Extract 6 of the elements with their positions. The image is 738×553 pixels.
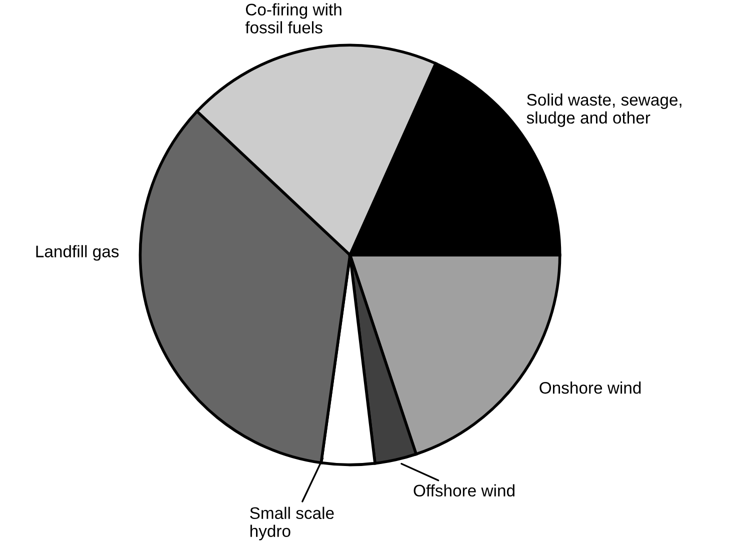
slice-label: Small scale hydro xyxy=(250,506,334,540)
slice-label: Co-firing with fossil fuels xyxy=(245,3,342,34)
slice-label: Landfill gas xyxy=(36,245,119,261)
slice-label: Solid waste, sewage, sludge and other xyxy=(526,93,682,127)
slice-label: Onshore wind xyxy=(540,382,641,394)
slice-label: Offshore wind xyxy=(414,484,514,497)
